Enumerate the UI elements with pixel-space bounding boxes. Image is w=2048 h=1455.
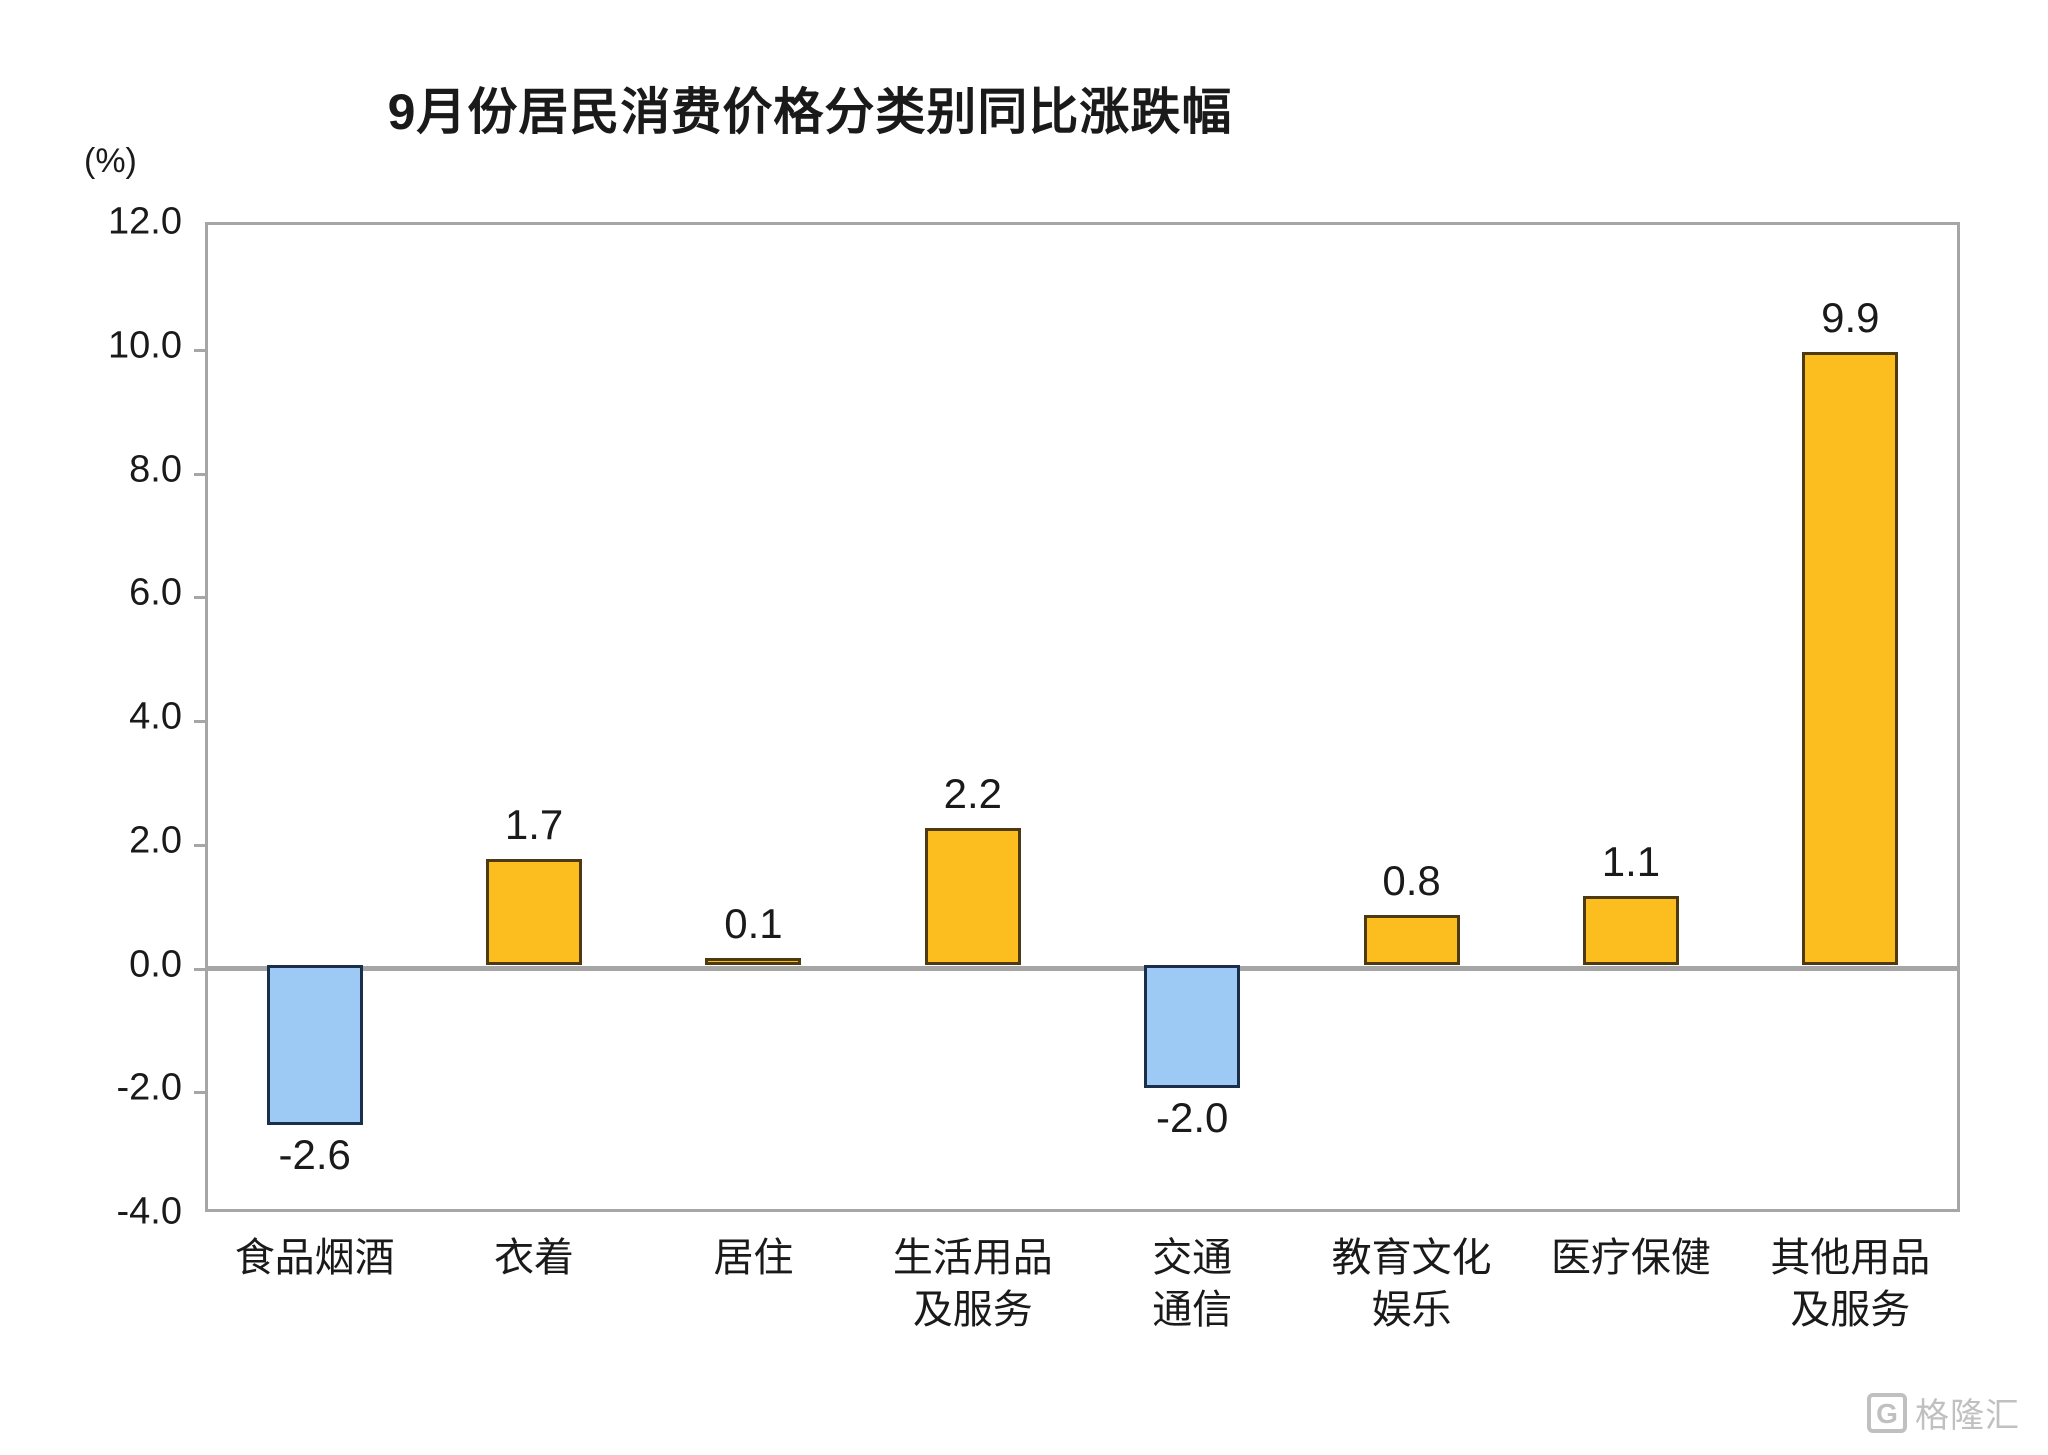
bars-layer: -2.6 1.7 0.1 2.2 -2.0 0.8 1.1 9.9 <box>205 222 1960 1212</box>
bar-group: -2.6 <box>205 222 424 1212</box>
y-axis-unit-label: (%) <box>84 142 137 180</box>
y-axis-tick-mark <box>194 348 208 352</box>
bar-value-label: -2.6 <box>278 1131 351 1179</box>
x-axis-category-label: 教育文化 娱乐 <box>1302 1232 1521 1336</box>
x-axis-category-label: 医疗保健 <box>1521 1232 1740 1284</box>
bar-group: -2.0 <box>1083 222 1302 1212</box>
x-axis-category-label: 生活用品 及服务 <box>863 1232 1082 1336</box>
y-axis-tick-mark <box>194 596 208 600</box>
y-axis-labels: 12.0 10.0 8.0 6.0 4.0 2.0 0.0 -2.0 -4.0 <box>22 0 182 1455</box>
bar-value-label: 2.2 <box>943 770 1003 818</box>
x-axis-category-line: 交通 <box>1152 1236 1233 1280</box>
bar[interactable] <box>486 859 583 965</box>
x-axis-category-line: 衣着 <box>494 1236 575 1280</box>
x-axis-category-line: 及服务 <box>1790 1288 1911 1332</box>
x-axis-category-label: 交通 通信 <box>1083 1232 1302 1336</box>
y-axis-tick-label: 2.0 <box>129 819 182 862</box>
bar[interactable] <box>266 964 363 1126</box>
zero-baseline <box>208 965 1957 971</box>
y-axis-tick-label: 8.0 <box>129 448 182 490</box>
x-axis-category-label: 居住 <box>644 1232 863 1284</box>
bar-group: 9.9 <box>1741 222 1960 1212</box>
bar-group: 2.2 <box>863 222 1082 1212</box>
y-axis-tick-label: 10.0 <box>108 324 182 367</box>
x-axis-category-line: 食品烟酒 <box>234 1236 395 1280</box>
plot-area <box>194 222 1960 1212</box>
bar-group: 0.8 <box>1302 222 1521 1212</box>
watermark-logo-icon: G <box>1867 1392 1907 1433</box>
bar[interactable] <box>1802 351 1899 965</box>
bar-group: 0.1 <box>644 222 863 1212</box>
y-axis-tick-label: -4.0 <box>116 1190 182 1233</box>
x-axis-category-line: 及服务 <box>912 1288 1033 1332</box>
y-axis-tick-mark <box>194 1091 208 1095</box>
bar-group: 1.7 <box>424 222 643 1212</box>
bar[interactable] <box>1144 964 1241 1089</box>
x-axis-labels: 食品烟酒 衣着 居住 生活用品 及服务 交通 通信 教育文化 娱乐 医疗保健 其他用品 及服务 <box>205 1232 1960 1392</box>
bar[interactable] <box>924 828 1021 965</box>
y-axis-tick-mark <box>194 472 208 476</box>
x-axis-category-line: 居住 <box>713 1236 794 1280</box>
y-axis-tick-mark <box>194 720 208 723</box>
x-axis-category-line: 教育文化 <box>1331 1236 1492 1280</box>
bar-value-label: 1.1 <box>1601 838 1661 886</box>
y-axis-tick-mark <box>194 843 208 847</box>
x-axis-category-line: 其他用品 <box>1770 1236 1931 1280</box>
bar[interactable] <box>705 958 802 965</box>
bar-value-label: -2.0 <box>1156 1094 1229 1142</box>
x-axis-category-label: 其他用品 及服务 <box>1741 1232 1960 1336</box>
y-axis-tick-label: -2.0 <box>116 1066 182 1109</box>
y-axis-tick-mark <box>194 967 208 971</box>
x-axis-category-line: 娱乐 <box>1371 1288 1452 1332</box>
watermark: G 格隆汇 <box>1867 1388 2020 1437</box>
bar[interactable] <box>1582 896 1679 965</box>
bar-value-label: 0.8 <box>1382 857 1441 904</box>
x-axis-category-label: 食品烟酒 <box>205 1232 424 1284</box>
x-axis-category-line: 生活用品 <box>892 1236 1053 1280</box>
bar-value-label: 9.9 <box>1821 293 1880 341</box>
bar-value-label: 1.7 <box>504 801 564 849</box>
bar-group: 1.1 <box>1521 222 1740 1212</box>
bar-value-label: 0.1 <box>724 900 783 948</box>
bar[interactable] <box>1363 915 1460 965</box>
page-title: 9月份居民消费价格分类别同比涨跌幅 <box>387 84 1233 140</box>
y-axis-tick-label: 4.0 <box>129 695 182 738</box>
y-axis-tick-label: 12.0 <box>108 200 182 243</box>
x-axis-category-line: 通信 <box>1152 1288 1233 1332</box>
y-axis-tick-label: 6.0 <box>129 571 182 614</box>
watermark-text: 格隆汇 <box>1915 1397 2020 1435</box>
x-axis-category-label: 衣着 <box>424 1232 643 1284</box>
x-axis-category-line: 医疗保健 <box>1550 1236 1711 1280</box>
y-axis-tick-label: 0.0 <box>129 943 182 985</box>
